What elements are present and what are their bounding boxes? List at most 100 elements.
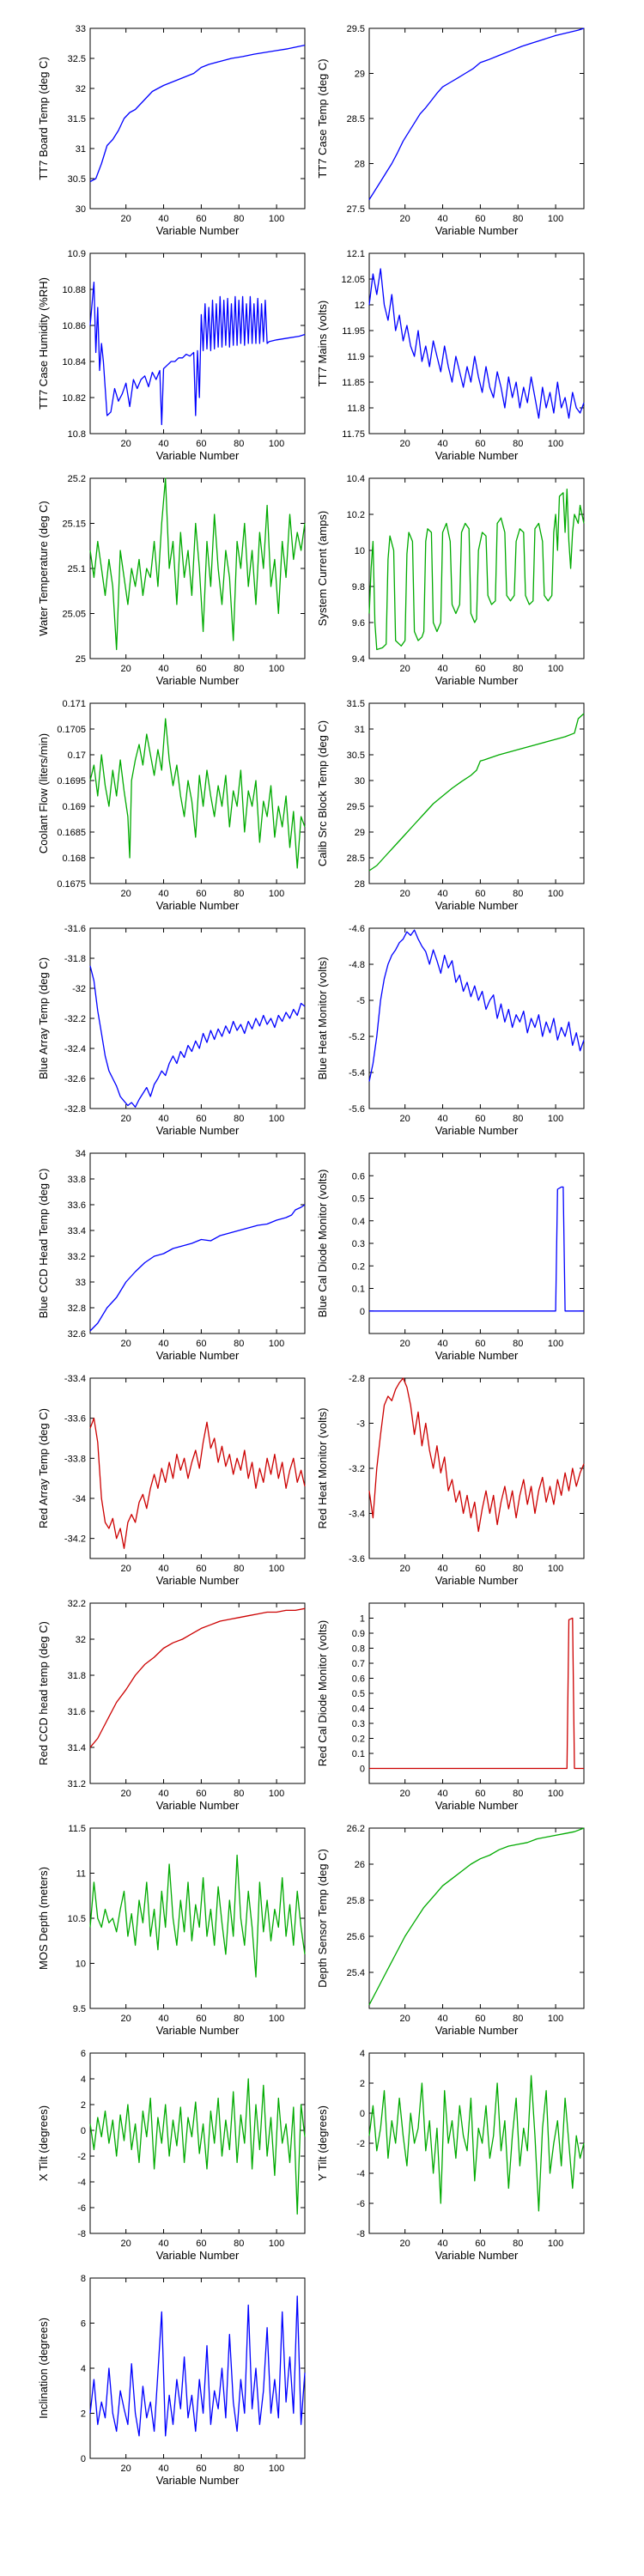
x-tick-label: 100 <box>548 2239 563 2249</box>
y-tick-label: 33.8 <box>68 1175 86 1185</box>
y-tick-label: 29.5 <box>347 802 365 812</box>
chart-panel-9: 20 40 60 80 100 -32.8 -32.6 -32.4 -32.2 -32 -31.8 -… <box>37 924 306 1137</box>
plot-frame <box>368 1827 585 2009</box>
x-tick-label: 60 <box>475 1339 485 1349</box>
y-tick-label: 10.84 <box>62 357 86 368</box>
y-tick-label: 0.168 <box>62 854 86 864</box>
plot-area: 20 40 60 80 100 -8 -6 -4 -2 0 2 4 6 Variable Number X … <box>37 2049 306 2262</box>
x-tick-label: 40 <box>437 664 447 674</box>
plot-frame <box>368 477 585 659</box>
y-axis-label: Blue Heat Monitor (volts) <box>316 957 329 1079</box>
series-line <box>89 1607 306 1748</box>
x-tick-label: 60 <box>475 1564 485 1574</box>
plot-frame <box>89 27 306 210</box>
x-tick-label: 100 <box>269 664 284 674</box>
y-axis-label: TT7 Case Humidity (%RH) <box>37 277 50 410</box>
y-tick-label: -3.4 <box>349 1510 365 1520</box>
x-tick-label: 60 <box>475 2239 485 2249</box>
y-tick-label: 28.5 <box>347 854 365 864</box>
plot-area: 20 40 60 80 100 9.4 9.6 9.8 10 10.2 10.4 Variable N… <box>316 474 585 687</box>
series-line <box>89 2295 306 2437</box>
y-tick-label: 30 <box>76 204 86 215</box>
y-tick-label: 32 <box>76 1635 86 1645</box>
y-tick-label: 0.5 <box>352 1689 365 1699</box>
y-tick-label: -3.6 <box>349 1554 365 1564</box>
x-axis-label: Variable Number <box>435 1799 519 1812</box>
y-tick-label: -31.6 <box>64 924 86 934</box>
y-tick-label: 10.8 <box>68 429 86 440</box>
y-tick-label: 29 <box>355 70 365 80</box>
y-tick-label: -5.4 <box>349 1068 365 1078</box>
y-tick-label: 0 <box>360 1307 365 1317</box>
plot-frame <box>368 27 585 210</box>
plot-area: 20 40 60 80 100 -32.8 -32.6 -32.4 -32.2 -32 -31.8 -… <box>37 924 306 1137</box>
x-tick-label: 60 <box>196 1339 206 1349</box>
y-tick-label: 10 <box>355 546 365 556</box>
plot-frame <box>89 477 306 659</box>
x-tick-label: 100 <box>269 1339 284 1349</box>
x-tick-label: 100 <box>269 1114 284 1124</box>
x-tick-label: 20 <box>400 439 410 449</box>
plot-area: 20 40 60 80 100 0 0.1 0.2 0.3 0.4 0.5 0.6 Variable N… <box>316 1152 585 1362</box>
y-tick-label: 0 <box>360 1765 365 1775</box>
chart-panel-17: 20 40 60 80 100 9.5 10 10.5 11 11.5 Variable Numbe… <box>37 1824 306 2037</box>
x-tick-label: 40 <box>437 439 447 449</box>
y-tick-label: 25.4 <box>347 1968 365 1978</box>
y-tick-label: 0.6 <box>352 1674 365 1685</box>
x-tick-label: 60 <box>196 1564 206 1574</box>
y-axis-label: TT7 Mains (volts) <box>316 301 329 386</box>
y-tick-label: 31.2 <box>68 1779 86 1789</box>
y-axis-label: Red Heat Monitor (volts) <box>316 1408 329 1529</box>
x-axis-label: Variable Number <box>435 1574 519 1587</box>
y-tick-label: -34 <box>72 1494 86 1504</box>
x-tick-label: 80 <box>234 664 244 674</box>
y-axis-label: Red Cal Diode Monitor (volts) <box>316 1620 329 1767</box>
x-axis-label: Variable Number <box>435 224 519 237</box>
x-axis-label: Variable Number <box>156 2474 240 2487</box>
x-tick-label: 20 <box>121 2014 131 2024</box>
x-tick-label: 100 <box>548 1789 563 1799</box>
series-line <box>368 2075 585 2212</box>
y-axis-label: Blue Cal Diode Monitor (volts) <box>316 1170 329 1318</box>
series-line <box>369 1186 584 1312</box>
y-axis-label: Blue CCD Head Temp (deg C) <box>37 1169 50 1319</box>
x-tick-label: 40 <box>437 2239 447 2249</box>
y-tick-label: 10 <box>76 1959 86 1970</box>
y-tick-label: -32.8 <box>64 1104 86 1115</box>
x-tick-label: 20 <box>400 2014 410 2024</box>
y-tick-label: 0.2 <box>352 1735 365 1745</box>
x-tick-label: 80 <box>234 889 244 899</box>
series-line <box>89 718 306 869</box>
y-tick-label: 33.4 <box>68 1226 86 1236</box>
y-axis-label: Water Temperature (deg C) <box>37 501 50 636</box>
x-axis-label: Variable Number <box>156 1124 240 1137</box>
y-tick-label: -33.4 <box>64 1374 86 1384</box>
y-tick-label: 34 <box>76 1149 86 1159</box>
x-tick-label: 80 <box>234 214 244 224</box>
x-tick-label: 80 <box>234 2239 244 2249</box>
y-tick-label: 32.8 <box>68 1303 86 1314</box>
y-tick-label: 9.5 <box>73 2004 86 2014</box>
y-tick-label: -5 <box>356 996 365 1006</box>
x-tick-label: 40 <box>437 214 447 224</box>
y-tick-label: -2 <box>356 2139 365 2149</box>
chart-panel-21: 20 40 60 80 100 0 2 4 6 8 Variable Number Inclinati… <box>37 2274 306 2487</box>
y-tick-label: 0.3 <box>352 1719 365 1729</box>
x-tick-label: 20 <box>121 664 131 674</box>
y-tick-label: 25.05 <box>62 610 86 620</box>
chart-panel-15: 20 40 60 80 100 31.2 31.4 31.6 31.8 32 32.2 Variabl… <box>37 1599 306 1812</box>
y-tick-label: 29.5 <box>347 24 365 34</box>
y-tick-label: -34.2 <box>64 1534 86 1545</box>
y-tick-label: -32 <box>72 984 86 994</box>
x-tick-label: 100 <box>269 1564 284 1574</box>
series-line <box>368 488 585 651</box>
y-tick-label: 28 <box>355 160 365 170</box>
x-axis-label: Variable Number <box>156 2024 240 2037</box>
chart-panel-1: 20 40 60 80 100 30 30.5 31 31.5 32 32.5 33 Variable … <box>37 24 306 237</box>
x-axis-label: Variable Number <box>435 2249 519 2262</box>
plot-frame <box>368 1602 585 1784</box>
chart-panel-8: 20 40 60 80 100 28 28.5 29 29.5 30 30.5 31 31.5 Varia… <box>316 699 585 912</box>
x-tick-label: 80 <box>234 1564 244 1574</box>
y-tick-label: 0.5 <box>352 1194 365 1205</box>
y-tick-label: -3.2 <box>349 1464 365 1474</box>
